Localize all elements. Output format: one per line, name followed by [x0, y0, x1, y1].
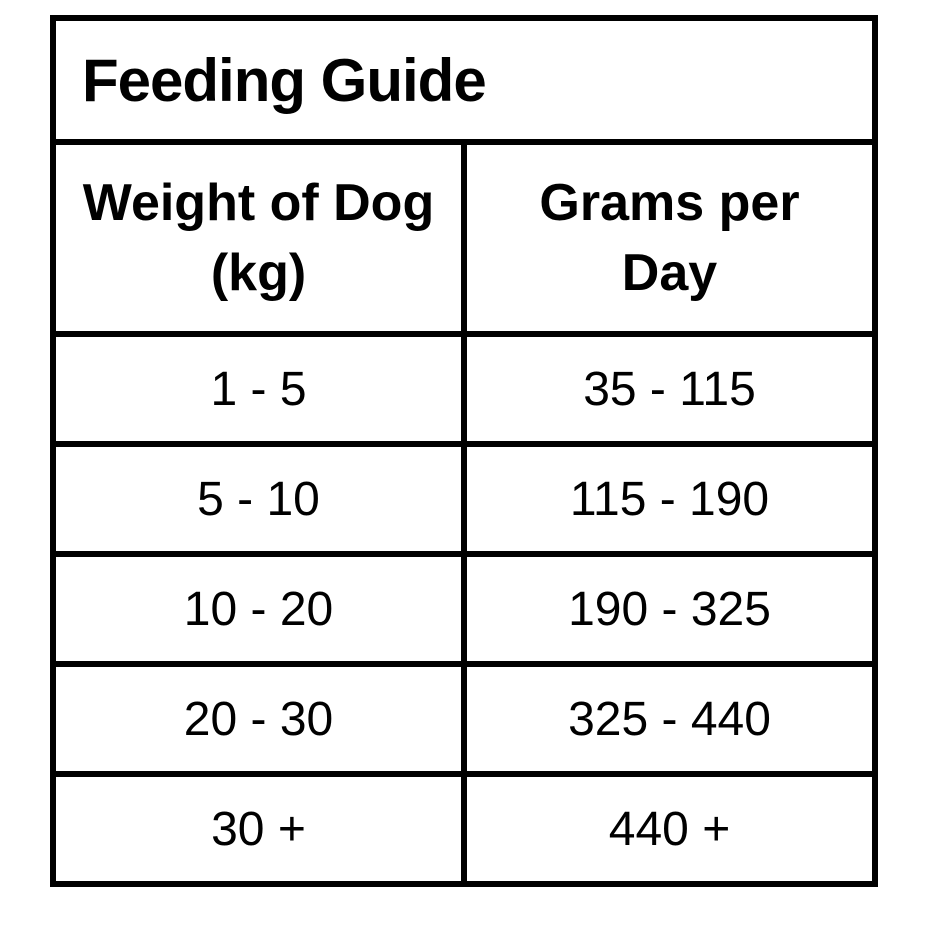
- grams-range-cell: 325 - 440: [461, 661, 878, 777]
- grams-range-cell: 35 - 115: [461, 331, 878, 447]
- table-row: 1 - 5 35 - 115: [50, 331, 878, 447]
- column-header-grams: Grams per Day: [461, 139, 878, 337]
- column-header-weight-label: Weight of Dog (kg): [82, 173, 435, 302]
- weight-range-cell: 5 - 10: [50, 441, 467, 557]
- weight-range-cell: 10 - 20: [50, 551, 467, 667]
- grams-range-cell: 115 - 190: [461, 441, 878, 557]
- table-row: 30 + 440 +: [50, 771, 878, 887]
- weight-range-cell: 1 - 5: [50, 331, 467, 447]
- table-title-row: Feeding Guide: [50, 15, 878, 145]
- table-header-row: Weight of Dog (kg) Grams per Day: [50, 139, 878, 337]
- column-header-weight: Weight of Dog (kg): [50, 139, 467, 337]
- table-row: 20 - 30 325 - 440: [50, 661, 878, 777]
- table-row: 5 - 10 115 - 190: [50, 441, 878, 557]
- table-row: 10 - 20 190 - 325: [50, 551, 878, 667]
- feeding-guide-table: Feeding Guide Weight of Dog (kg) Grams p…: [50, 15, 878, 887]
- table-title: Feeding Guide: [50, 15, 878, 145]
- weight-range-cell: 20 - 30: [50, 661, 467, 777]
- grams-range-cell: 190 - 325: [461, 551, 878, 667]
- column-header-grams-label: Grams per Day: [539, 173, 800, 302]
- grams-range-cell: 440 +: [461, 771, 878, 887]
- weight-range-cell: 30 +: [50, 771, 467, 887]
